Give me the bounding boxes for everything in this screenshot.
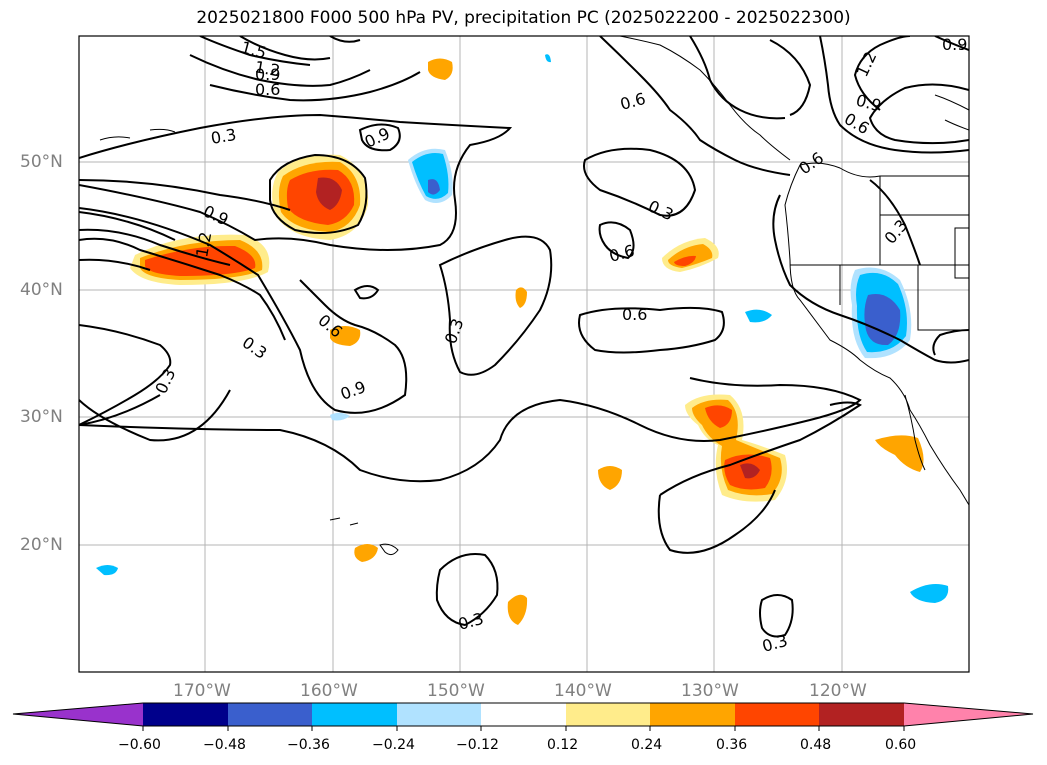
precip-negative-blobs [96, 54, 949, 603]
contour-label: 0.6 [255, 80, 280, 99]
colorbar-tick-label: −0.48 [203, 737, 246, 753]
colorbar-segment [566, 703, 650, 726]
lat-tick-label: 30°N [20, 407, 63, 427]
colorbar-tick-label: 0.24 [631, 737, 663, 753]
colorbar-tick-label: −0.24 [372, 737, 415, 753]
colorbar-tick-label: 0.48 [800, 737, 832, 753]
colorbar-segment [312, 703, 397, 726]
colorbar-extend-high [904, 703, 1033, 726]
colorbar-segment [143, 703, 228, 726]
colorbar-tick-label: −0.12 [456, 737, 499, 753]
contour-label: 1.2 [192, 230, 215, 258]
colorbar-tick-label: −0.36 [287, 737, 330, 753]
lat-tick-label: 20°N [20, 535, 63, 555]
map-border [78, 35, 970, 673]
precip-positive-blobs [130, 58, 924, 625]
colorbar-segment [735, 703, 819, 726]
lat-tick-label: 50°N [20, 152, 63, 172]
map-title: 2025021800 F000 500 hPa PV, precipitatio… [196, 8, 851, 28]
lon-tick-label: 150°W [427, 681, 485, 701]
map-area [79, 36, 969, 672]
contour-label: 0.9 [255, 65, 280, 84]
colorbar-segment [650, 703, 735, 726]
lon-tick-label: 130°W [681, 681, 739, 701]
contour-label: 0.6 [622, 305, 647, 324]
lon-tick-label: 120°W [809, 681, 867, 701]
colorbar-extend-low [13, 703, 143, 726]
contour-label: 0.9 [942, 35, 967, 54]
colorbar-segment [397, 703, 481, 726]
contour-label: 0.3 [209, 125, 237, 148]
colorbar-segment [228, 703, 312, 726]
colorbar-tick-label: 0.36 [716, 737, 748, 753]
colorbar-tick-label: −0.60 [118, 737, 161, 753]
colorbar-segment [819, 703, 904, 726]
gridlines [79, 36, 969, 672]
lon-tick-label: 170°W [173, 681, 231, 701]
colorbar-tick-label: 0.12 [547, 737, 579, 753]
lon-tick-label: 160°W [300, 681, 358, 701]
colorbar [12, 702, 1034, 731]
colorbar-tick-label: 0.60 [885, 737, 917, 753]
coastlines [99, 36, 969, 556]
colorbar-segment [481, 703, 566, 726]
lon-tick-label: 140°W [554, 681, 612, 701]
lat-tick-label: 40°N [20, 280, 63, 300]
pv-contours [79, 36, 969, 638]
contour-label: 1.2 [253, 57, 281, 80]
